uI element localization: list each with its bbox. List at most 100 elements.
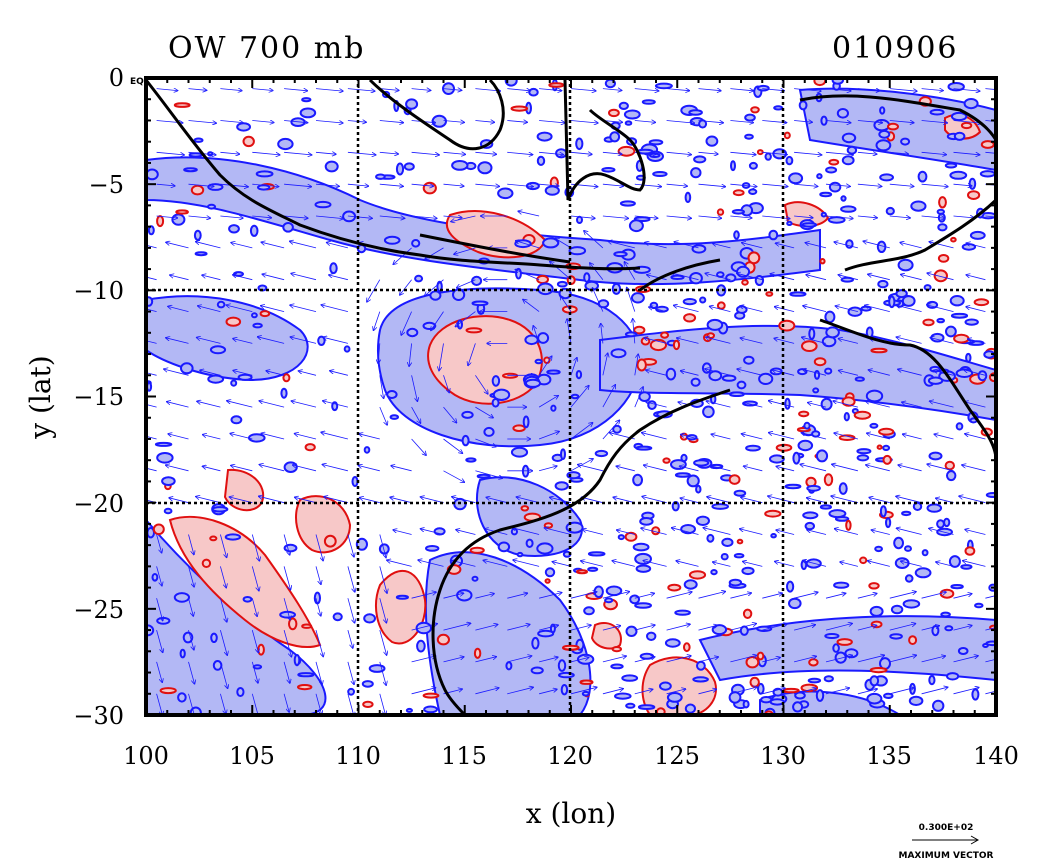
negative-speckle xyxy=(786,220,793,226)
wind-vector xyxy=(411,438,427,455)
wind-vector xyxy=(220,566,226,587)
wind-vector xyxy=(570,658,589,663)
negative-speckle xyxy=(537,629,555,638)
wind-vector xyxy=(283,566,290,589)
wind-vector xyxy=(590,263,604,280)
wind-vector xyxy=(936,562,954,567)
wind-vector xyxy=(794,656,816,663)
wind-vector xyxy=(744,466,763,472)
wind-vector xyxy=(233,275,253,281)
wind-vector xyxy=(794,121,812,123)
negative-speckle xyxy=(813,370,821,380)
wind-vector xyxy=(220,152,239,154)
positive-speckle xyxy=(225,316,242,327)
wind-vector xyxy=(953,626,972,631)
positive-speckle xyxy=(887,122,899,131)
negative-speckle xyxy=(739,625,749,636)
wind-vector xyxy=(411,89,431,91)
negative-speckle xyxy=(684,191,692,203)
wind-vector xyxy=(706,337,731,344)
negative-speckle xyxy=(639,517,654,526)
wind-vector xyxy=(634,689,653,695)
negative-speckle xyxy=(587,566,599,572)
positive-speckle xyxy=(836,638,853,646)
negative-speckle xyxy=(236,687,245,697)
wind-vector xyxy=(602,626,621,631)
negative-speckle xyxy=(576,215,583,224)
positive-speckle xyxy=(944,460,955,471)
coast-australia-north xyxy=(844,198,996,272)
wind-vector xyxy=(411,184,434,186)
wind-vector xyxy=(645,243,667,249)
negative-speckle xyxy=(363,446,371,454)
wind-vector xyxy=(347,598,355,623)
negative-speckle xyxy=(151,573,159,582)
wind-vector xyxy=(539,657,558,663)
negative-speckle xyxy=(803,421,811,430)
wind-vector xyxy=(803,561,827,567)
positive-speckle xyxy=(201,558,212,568)
positive-speckle xyxy=(939,588,955,599)
wind-vector xyxy=(676,561,699,567)
wind-vector xyxy=(601,324,603,344)
wind-vector xyxy=(202,275,221,281)
wind-vector xyxy=(921,656,946,663)
wind-vector xyxy=(896,305,922,312)
negative-speckle xyxy=(754,275,765,286)
wind-vector xyxy=(666,689,686,695)
positive-speckle xyxy=(688,570,707,580)
wind-vector xyxy=(379,152,398,154)
wind-vector xyxy=(295,497,317,504)
wind-vector xyxy=(666,120,695,124)
wind-vector xyxy=(539,689,557,695)
negative-speckle xyxy=(207,183,224,191)
negative-speckle xyxy=(411,239,421,248)
wind-vector xyxy=(327,243,348,249)
positive-speckle xyxy=(362,700,374,709)
negative-speckle xyxy=(730,160,736,172)
positive-speckle xyxy=(732,189,745,197)
negative-speckle xyxy=(406,327,419,338)
wind-vector xyxy=(633,319,635,344)
positive-speckle xyxy=(633,325,646,335)
negative-speckle xyxy=(471,300,489,307)
negative-speckle xyxy=(728,578,743,587)
wind-vector xyxy=(539,184,559,186)
negative-speckle xyxy=(874,545,883,553)
negative-speckle xyxy=(670,274,685,280)
wind-vector xyxy=(801,433,827,440)
wind-vector xyxy=(776,530,795,535)
negative-speckle xyxy=(969,230,986,240)
negative-speckle xyxy=(332,612,343,622)
negative-speckle xyxy=(277,137,294,151)
negative-speckle xyxy=(917,170,928,183)
wind-vector xyxy=(698,657,719,663)
negative-speckle xyxy=(769,454,785,464)
negative-speckle xyxy=(936,519,945,529)
wind-vector xyxy=(930,338,954,344)
wind-vector xyxy=(857,655,884,663)
positive-speckle xyxy=(512,424,526,433)
wind-vector xyxy=(539,625,558,631)
wind-vector xyxy=(592,288,604,312)
wind-vector xyxy=(953,120,982,124)
negative-speckle xyxy=(802,511,819,520)
negative-speckle xyxy=(632,473,643,487)
negative-speckle xyxy=(423,705,439,714)
wind-vector xyxy=(616,466,635,472)
negative-speckle xyxy=(788,172,804,185)
wind-vector xyxy=(443,152,466,154)
coast-north-west xyxy=(146,79,641,271)
wind-vector xyxy=(220,534,226,558)
x-tick-label: 100 xyxy=(123,742,169,770)
negative-speckle xyxy=(885,206,895,216)
negative-speckle xyxy=(866,692,883,705)
wind-vector xyxy=(169,498,189,504)
wind-vector xyxy=(290,337,317,344)
negative-speckle xyxy=(612,424,622,434)
negative-speckle xyxy=(528,87,539,97)
wind-vector xyxy=(220,89,241,91)
positive-speckle xyxy=(736,538,744,545)
negative-speckle xyxy=(897,258,914,272)
wind-vector xyxy=(261,433,285,440)
